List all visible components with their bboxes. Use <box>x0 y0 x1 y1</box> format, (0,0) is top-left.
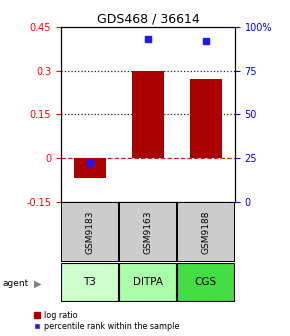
Bar <box>74 158 106 178</box>
Text: GSM9188: GSM9188 <box>201 210 211 254</box>
Legend: log ratio, percentile rank within the sample: log ratio, percentile rank within the sa… <box>33 310 180 332</box>
Text: DITPA: DITPA <box>133 277 163 287</box>
FancyBboxPatch shape <box>119 202 176 261</box>
FancyBboxPatch shape <box>177 202 234 261</box>
Text: CGS: CGS <box>195 277 217 287</box>
FancyBboxPatch shape <box>61 263 118 301</box>
FancyBboxPatch shape <box>177 263 234 301</box>
Bar <box>190 79 222 158</box>
Text: GSM9163: GSM9163 <box>143 210 153 254</box>
Title: GDS468 / 36614: GDS468 / 36614 <box>97 13 199 26</box>
Text: ▶: ▶ <box>34 279 41 289</box>
FancyBboxPatch shape <box>119 263 176 301</box>
Text: GSM9183: GSM9183 <box>85 210 95 254</box>
Text: T3: T3 <box>84 277 96 287</box>
FancyBboxPatch shape <box>61 202 118 261</box>
Bar <box>132 71 164 158</box>
Text: agent: agent <box>3 280 29 288</box>
